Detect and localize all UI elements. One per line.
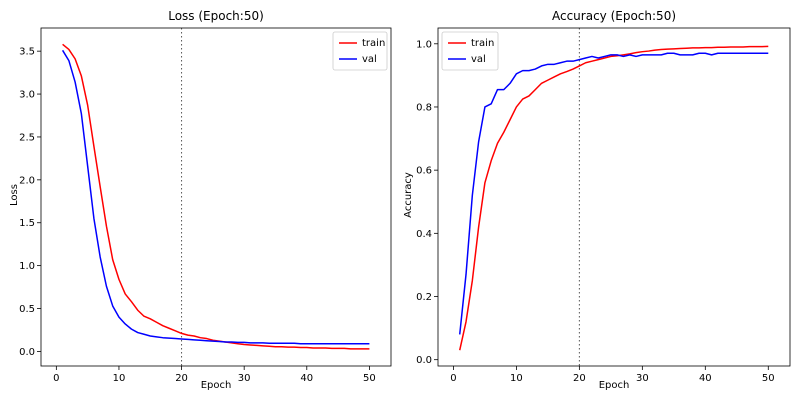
accuracy-y-tick-label: 0.6 xyxy=(416,166,432,177)
loss-x-tick-label: 10 xyxy=(113,373,126,384)
loss-chart-title: Loss (Epoch:50) xyxy=(168,9,264,23)
accuracy-x-tick-label: 10 xyxy=(510,373,523,384)
accuracy-x-tick-label: 50 xyxy=(762,373,775,384)
loss-y-tick-label: 2.5 xyxy=(19,132,35,143)
accuracy-y-ticks: 0.0 0.2 0.4 0.6 0.8 1.0 xyxy=(416,39,438,366)
accuracy-legend-val-label: val xyxy=(471,54,486,65)
loss-legend-train-label: train xyxy=(362,38,385,49)
accuracy-legend-box xyxy=(441,31,499,71)
accuracy-chart: Accuracy (Epoch:50) Epoch Accuracy 0 10 20… xyxy=(403,9,791,391)
loss-legend: train val xyxy=(332,31,388,71)
loss-y-tick-label: 3.0 xyxy=(19,90,35,101)
accuracy-legend: train val xyxy=(441,31,499,71)
accuracy-y-tick-label: 0.4 xyxy=(416,229,432,240)
accuracy-plot-frame xyxy=(437,27,791,367)
loss-plot-frame xyxy=(40,27,392,367)
accuracy-y-tick-label: 1.0 xyxy=(416,39,432,50)
accuracy-series xyxy=(458,45,769,351)
accuracy-x-tick-label: 40 xyxy=(699,373,712,384)
accuracy-series-train xyxy=(458,45,769,351)
loss-chart: Loss (Epoch:50) Epoch Loss 0 10 20 30 40 50 0… xyxy=(9,9,392,391)
loss-series-val xyxy=(61,49,370,345)
loss-x-tick-label: 30 xyxy=(238,373,251,384)
accuracy-x-tick-label: 20 xyxy=(573,373,586,384)
accuracy-x-tick-label: 0 xyxy=(450,373,456,384)
loss-y-tick-label: 1.5 xyxy=(19,218,35,229)
loss-x-axis-label: Epoch xyxy=(201,380,232,391)
loss-y-ticks: 0.0 0.5 1.0 1.5 2.0 2.5 3.0 3.5 xyxy=(19,47,41,358)
accuracy-x-axis-label: Epoch xyxy=(599,380,630,391)
loss-legend-val-label: val xyxy=(362,54,377,65)
loss-series xyxy=(61,43,370,350)
loss-x-ticks: 0 10 20 30 40 50 xyxy=(53,366,376,384)
loss-x-tick-label: 50 xyxy=(363,373,376,384)
accuracy-legend-train-label: train xyxy=(471,38,494,49)
accuracy-chart-title: Accuracy (Epoch:50) xyxy=(552,9,676,23)
accuracy-x-ticks: 0 10 20 30 40 50 xyxy=(450,366,775,384)
accuracy-y-tick-label: 0.0 xyxy=(416,355,432,366)
accuracy-y-tick-label: 0.8 xyxy=(416,102,432,113)
accuracy-y-tick-label: 0.2 xyxy=(416,292,432,303)
loss-series-train xyxy=(62,43,370,350)
loss-x-tick-label: 20 xyxy=(175,373,188,384)
accuracy-x-tick-label: 30 xyxy=(636,373,649,384)
accuracy-series-val xyxy=(458,52,769,335)
loss-y-tick-label: 0.5 xyxy=(19,304,35,315)
loss-y-axis-label: Loss xyxy=(9,184,20,206)
loss-legend-box xyxy=(332,31,388,71)
loss-y-tick-label: 0.0 xyxy=(19,347,35,358)
loss-x-tick-label: 0 xyxy=(53,373,59,384)
loss-y-tick-label: 1.0 xyxy=(19,261,35,272)
accuracy-y-axis-label: Accuracy xyxy=(403,172,414,218)
loss-y-tick-label: 2.0 xyxy=(19,175,35,186)
loss-y-tick-label: 3.5 xyxy=(19,47,35,58)
loss-x-tick-label: 40 xyxy=(300,373,313,384)
